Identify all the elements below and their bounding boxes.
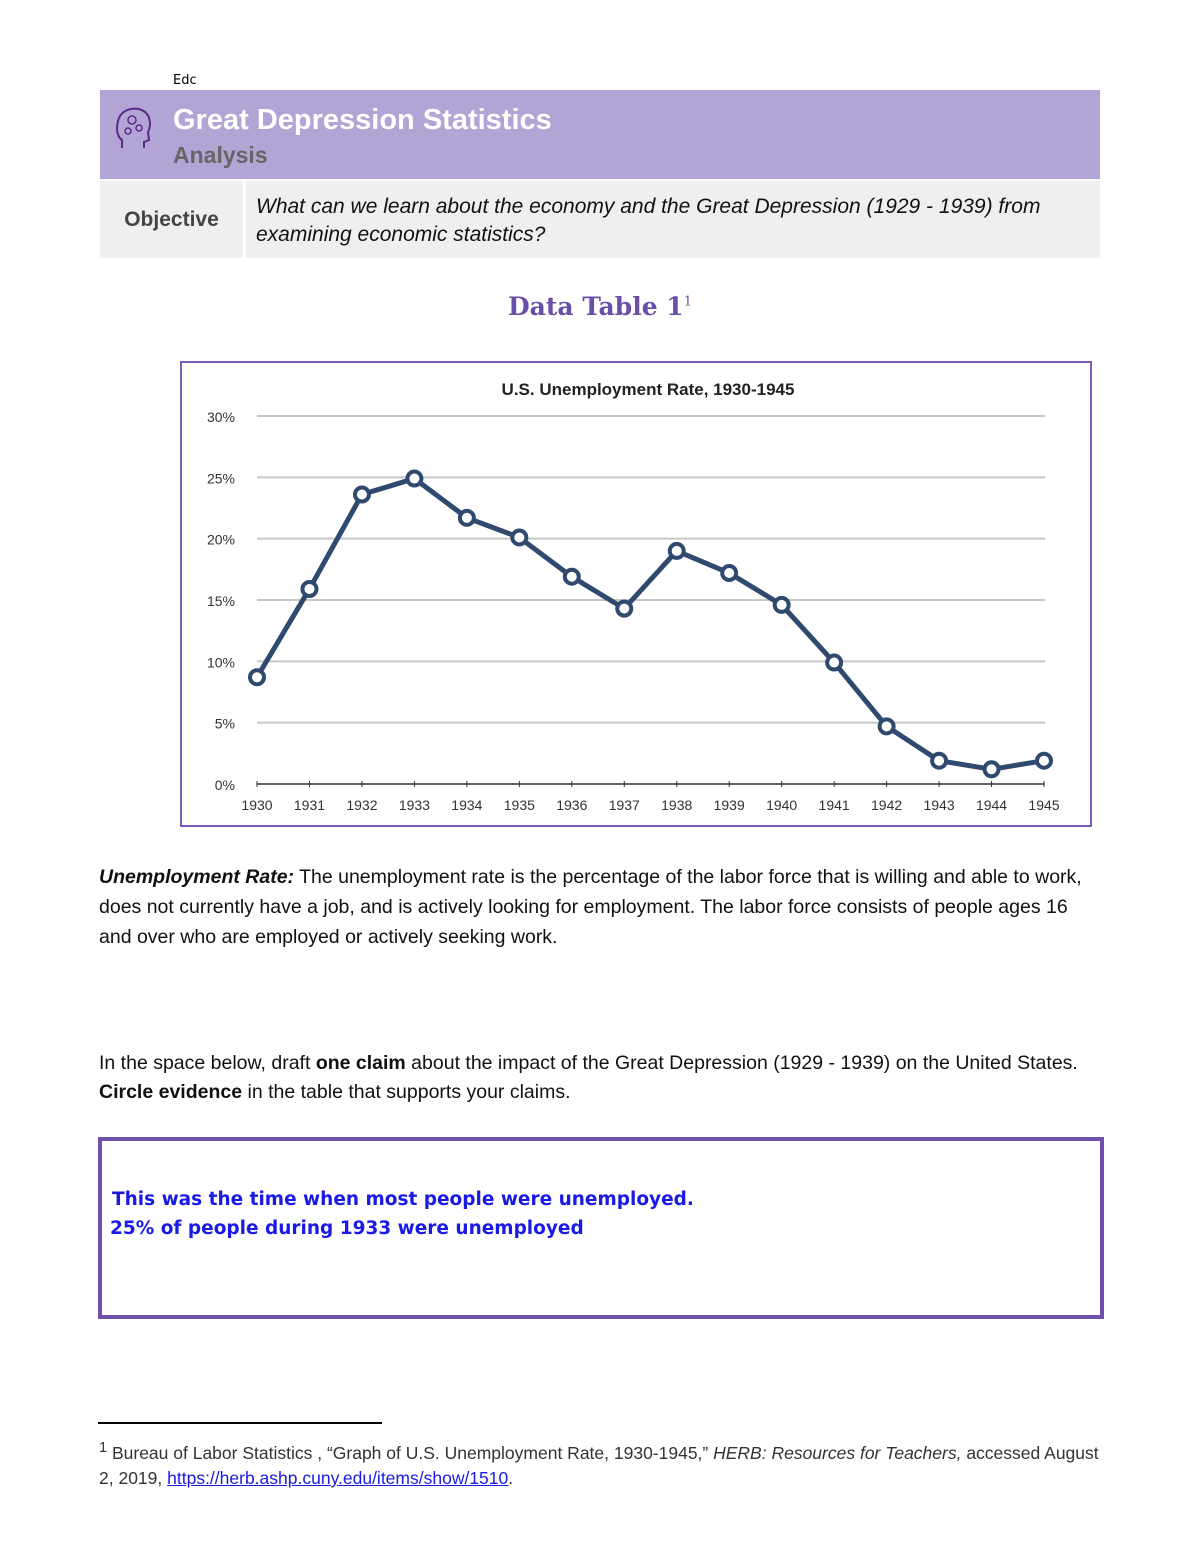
prompt-bold: Circle evidence — [99, 1081, 243, 1103]
data-point — [510, 528, 529, 547]
footnote: 1 Bureau of Labor Statistics , “Graph of… — [99, 1436, 1109, 1491]
y-tick-label: 10% — [207, 654, 235, 670]
data-point — [720, 564, 739, 583]
data-table-title: Data Table 11 — [0, 292, 1200, 321]
x-tick-label: 1934 — [451, 797, 482, 813]
y-tick-label: 15% — [207, 593, 235, 609]
definition-paragraph: Unemployment Rate: The unemployment rate… — [99, 862, 1099, 952]
header-banner: Great Depression Statistics Analysis — [100, 90, 1100, 179]
page-subtitle: Analysis — [173, 142, 268, 168]
x-tick-label: 1933 — [399, 797, 430, 813]
x-tick-label: 1936 — [556, 797, 587, 813]
x-tick-label: 1941 — [819, 797, 850, 813]
y-tick-label: 20% — [207, 532, 235, 548]
objective-label: Objective — [100, 181, 243, 258]
data-table-title-text: Data Table 1 — [507, 292, 684, 321]
footnote-publication: HERB: Resources for Teachers, — [713, 1442, 962, 1463]
prompt-bold: one claim — [315, 1052, 406, 1074]
data-point — [1035, 751, 1053, 770]
chart-frame: U.S. Unemployment Rate, 1930-1945 0% 5% 10%… — [180, 361, 1092, 827]
x-tick-label: 1930 — [241, 797, 272, 813]
data-point — [825, 653, 844, 672]
chart-title: U.S. Unemployment Rate, 1930-1945 — [502, 380, 795, 399]
prompt-text: about the impact of the Great Depression… — [405, 1052, 1078, 1074]
footnote-end: . — [508, 1467, 514, 1488]
objective-row: Objective What can we learn about the ec… — [100, 181, 1100, 258]
data-point — [772, 595, 791, 614]
data-point — [405, 469, 424, 488]
x-tick-label: 1939 — [714, 797, 745, 813]
data-point — [352, 485, 371, 504]
x-tick-label: 1935 — [504, 797, 535, 813]
prompt-text: In the space below, draft — [99, 1052, 316, 1074]
definition-term: Unemployment Rate: — [99, 866, 295, 888]
y-tick-label: 0% — [215, 777, 235, 793]
objective-text: What can we learn about the economy and … — [246, 181, 1100, 258]
x-tick-label: 1943 — [923, 797, 954, 813]
footnote-divider — [98, 1422, 382, 1424]
page-title: Great Depression Statistics — [173, 104, 552, 136]
x-tick-label: 1944 — [976, 797, 1007, 813]
footnote-source: Bureau of Labor Statistics , “Graph of U… — [107, 1442, 714, 1463]
x-tick-label: 1942 — [871, 797, 902, 813]
unemployment-chart: U.S. Unemployment Rate, 1930-1945 0% 5% 10%… — [207, 380, 1060, 813]
data-point — [982, 760, 1001, 779]
x-tick-label: 1945 — [1028, 797, 1059, 813]
x-tick-label: 1931 — [294, 797, 325, 813]
data-point — [667, 541, 686, 560]
org-label: Edc — [173, 73, 197, 88]
prompt-paragraph: In the space below, draft one claim abou… — [99, 1049, 1109, 1107]
x-tick-label: 1932 — [346, 797, 377, 813]
data-point — [562, 567, 581, 586]
y-tick-label: 5% — [215, 716, 235, 732]
data-point — [300, 579, 319, 598]
x-tick-label: 1937 — [609, 797, 640, 813]
answer-line-2: 25% of people during 1933 were unemploye… — [110, 1218, 584, 1239]
prompt-text: in the table that supports your claims. — [242, 1081, 571, 1103]
brain-head-icon — [116, 107, 151, 148]
footnote-link[interactable]: https://herb.ashp.cuny.edu/items/show/15… — [167, 1467, 509, 1488]
data-point — [615, 599, 634, 618]
x-tick-label: 1940 — [766, 797, 797, 813]
data-point — [877, 717, 896, 736]
x-tick-label: 1938 — [661, 797, 692, 813]
data-point — [248, 668, 266, 687]
y-tick-label: 25% — [207, 470, 235, 486]
footnote-ref: 1 — [683, 294, 692, 310]
data-point — [457, 508, 476, 527]
answer-box[interactable]: This was the time when most people were … — [98, 1137, 1104, 1319]
answer-line-1: This was the time when most people were … — [112, 1189, 694, 1210]
series-line — [254, 476, 1045, 772]
data-point — [930, 751, 949, 770]
definition-text: The unemployment rate is the percentage … — [99, 866, 1082, 948]
y-tick-label: 30% — [207, 409, 235, 425]
footnote-number: 1 — [99, 1440, 108, 1456]
footnote-accessed: accessed August 2, 2019, — [99, 1442, 1099, 1488]
